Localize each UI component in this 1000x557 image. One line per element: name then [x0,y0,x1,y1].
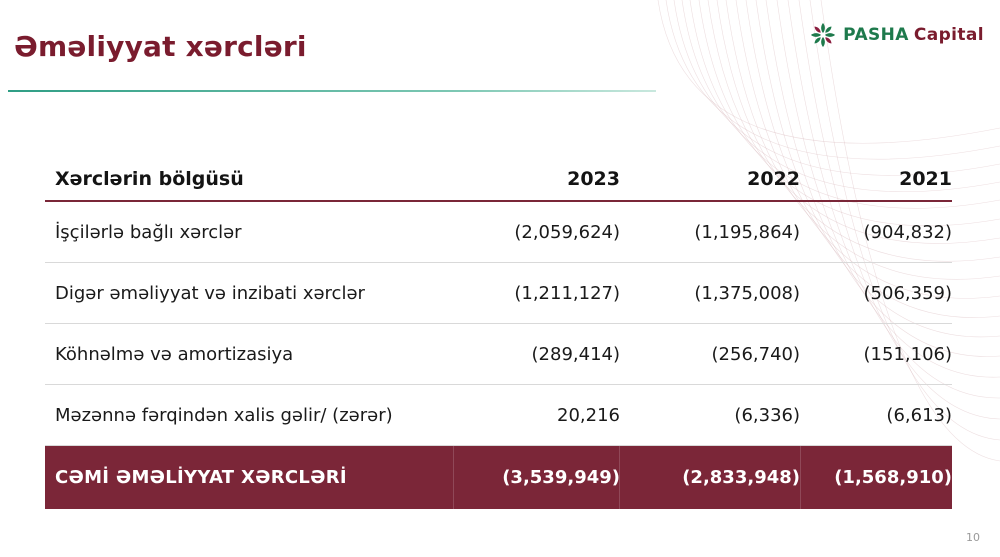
row-value-2022: (1,195,864) [694,221,800,243]
page-number: 10 [966,531,980,544]
row-value-2022: (256,740) [711,343,800,365]
row-value-2023: (1,211,127) [514,282,620,304]
table-header-row: Xərclərin bölgüsü 2023 2022 2021 [45,155,952,202]
column-header-2022: 2022 [747,168,800,190]
total-row-divider [619,446,620,509]
logo-brand-text: PASHA [843,25,909,45]
column-header-2023: 2023 [567,168,620,190]
total-value-2021: (1,568,910) [834,467,952,488]
pasha-star-icon [811,23,836,47]
table-row: Məzənnə fərqindən xalis gəlir/ (zərər) 2… [45,385,952,446]
total-value-2022: (2,833,948) [682,467,800,488]
row-label: Məzənnə fərqindən xalis gəlir/ (zərər) [55,404,393,426]
row-label: Digər əməliyyat və inzibati xərclər [55,282,365,304]
total-value-2023: (3,539,949) [502,467,620,488]
page-title: Əməliyyat xərcləri [14,30,307,63]
column-header-category: Xərclərin bölgüsü [55,168,244,190]
total-row-divider [800,446,801,509]
title-underline [8,90,656,92]
row-value-2021: (904,832) [863,221,952,243]
row-label: Köhnəlmə və amortizasiya [55,343,294,365]
row-value-2023: (289,414) [531,343,620,365]
row-value-2021: (151,106) [863,343,952,365]
table-row: İşçilərlə bağlı xərclər (2,059,624) (1,1… [45,202,952,263]
row-value-2022: (1,375,008) [694,282,800,304]
total-row-divider [453,446,454,509]
table-row: Köhnəlmə və amortizasiya (289,414) (256,… [45,324,952,385]
table-total-row: CƏMİ ƏMƏLİYYAT XƏRCLƏRİ (3,539,949) (2,8… [45,446,952,509]
pasha-capital-logo: PASHA Capital [810,22,984,48]
logo-wordmark: PASHA Capital [843,25,984,45]
row-value-2022: (6,336) [734,404,800,426]
row-label: İşçilərlə bağlı xərclər [55,221,242,243]
logo-suffix-text: Capital [913,25,984,45]
row-value-2021: (6,613) [886,404,952,426]
table-row: Digər əməliyyat və inzibati xərclər (1,2… [45,263,952,324]
row-value-2021: (506,359) [863,282,952,304]
total-label: CƏMİ ƏMƏLİYYAT XƏRCLƏRİ [55,467,347,488]
row-value-2023: 20,216 [557,404,620,426]
row-value-2023: (2,059,624) [514,221,620,243]
expenses-table: Xərclərin bölgüsü 2023 2022 2021 İşçilər… [45,155,952,509]
column-header-2021: 2021 [899,168,952,190]
